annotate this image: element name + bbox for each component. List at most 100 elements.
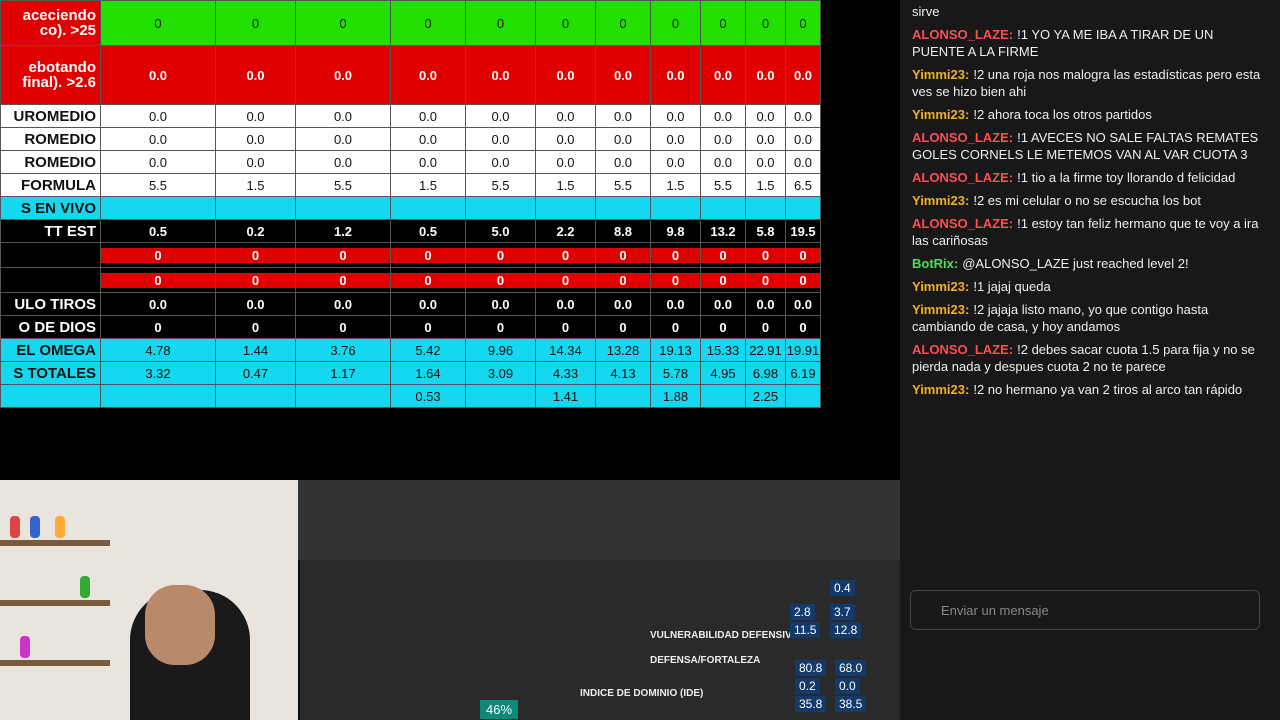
dashboard-value: 35.8 <box>795 696 827 712</box>
sheet-row: EL OMEGA 4.78 1.44 3.76 5.42 9.96 14.34 13.28 19… <box>0 338 821 362</box>
cell: 3.76 <box>295 338 391 362</box>
row-label: ebotando final). >2.6 <box>0 45 101 105</box>
shelf <box>0 660 110 666</box>
cell: 0 <box>650 315 701 339</box>
cell: 0.0 <box>465 104 536 128</box>
chat-message: sirve <box>900 0 1280 23</box>
cell: 15.33 <box>700 338 746 362</box>
cell: 0 <box>700 315 746 339</box>
webcam <box>0 480 298 720</box>
cell: 0.53 <box>390 384 466 408</box>
cell: 1.5 <box>650 173 701 197</box>
cell: 9.8 <box>650 219 701 243</box>
cell <box>465 384 536 408</box>
cell: 0.0 <box>100 150 216 174</box>
dashboard-label: INDICE DE DOMINIO (IDE) <box>580 688 704 699</box>
cell-value: 0 <box>596 272 650 288</box>
chat-text: !1 estoy tan feliz hermano que te voy a … <box>912 216 1259 248</box>
toy <box>30 516 40 538</box>
chat-user: ALONSO_LAZE: <box>912 216 1014 231</box>
chat-message: Yimmi23: !2 es mi celular o no se escucha… <box>900 189 1280 212</box>
sheet-row: ULO TIROS 0.0 0.0 0.0 0.0 0.0 0.0 0.0 0.0 0.0 0.0 0… <box>0 292 821 316</box>
sheet-row: ebotando final). >2.6 0.0 0.0 0.0 0.0 0.0 0.0 0… <box>0 45 821 105</box>
cell: 5.5 <box>595 173 651 197</box>
cell: 0.0 <box>390 45 466 105</box>
cell: 1.2 <box>295 219 391 243</box>
row-label <box>0 384 101 408</box>
sheet-row: S EN VIVO <box>0 196 821 220</box>
cell: 0.0 <box>745 150 786 174</box>
chat-text: !1 tio a la firme toy llorando d felicid… <box>1017 170 1236 185</box>
cell-value: 0 <box>391 272 465 288</box>
row-label: ULO TIROS <box>0 292 101 316</box>
row-label: ROMEDIO <box>0 150 101 174</box>
sheet-row: FORMULA 5.5 1.5 5.5 1.5 5.5 1.5 5.5 1.5 5.5 1.5 6.5 <box>0 173 821 197</box>
chat-message: ALONSO_LAZE: !1 estoy tan feliz hermano q… <box>900 212 1280 252</box>
cell: 0 <box>295 267 391 293</box>
cell: 19.5 <box>785 219 821 243</box>
cell: 0.0 <box>390 150 466 174</box>
cell: 0.2 <box>215 219 296 243</box>
cell: 0 <box>595 242 651 268</box>
row-label: EL OMEGA <box>0 338 101 362</box>
cell <box>745 196 786 220</box>
toy <box>80 576 90 598</box>
cell: 14.34 <box>535 338 596 362</box>
cell-value: 0 <box>786 272 820 288</box>
cell: 0.0 <box>535 292 596 316</box>
cell: 0 <box>745 0 786 46</box>
chat-input[interactable]: Enviar un mensaje <box>910 590 1260 630</box>
cell: 0.0 <box>785 292 821 316</box>
sheet-row: TT EST 0.5 0.2 1.2 0.5 5.0 2.2 8.8 9.8 13.2 5.8 19.… <box>0 219 821 243</box>
cell: 0 <box>785 242 821 268</box>
dashboard-value: 11.5 <box>790 622 821 638</box>
cell: 0.0 <box>700 45 746 105</box>
chat-text: !2 no hermano ya van 2 tiros al arco tan… <box>973 382 1243 397</box>
cell: 0.0 <box>215 104 296 128</box>
cell: 0 <box>700 267 746 293</box>
shelf <box>0 540 110 546</box>
cell-value: 0 <box>466 247 535 263</box>
row-label: FORMULA <box>0 173 101 197</box>
cell: 0 <box>745 242 786 268</box>
row-label: ROMEDIO <box>0 127 101 151</box>
cell <box>785 384 821 408</box>
sheet-row: O DE DIOS 0 0 0 0 0 0 0 0 0 0 0 <box>0 315 821 339</box>
dashboard-value: 80.8 <box>795 660 827 676</box>
cell: 2.25 <box>745 384 786 408</box>
cell: 0 <box>215 242 296 268</box>
cell: 1.44 <box>215 338 296 362</box>
cell: 0 <box>215 267 296 293</box>
sheet-row: S TOTALES 3.32 0.47 1.17 1.64 3.09 4.33 4.13 5.7… <box>0 361 821 385</box>
cell: 0.0 <box>535 104 596 128</box>
chat-user: Yimmi23: <box>912 382 970 397</box>
cell: 3.32 <box>100 361 216 385</box>
chat-text: !1 YO YA ME IBA A TIRAR DE UN PUENTE A L… <box>912 27 1214 59</box>
chat-message: BotRix: @ALONSO_LAZE just reached level 2… <box>900 252 1280 275</box>
cell: 1.88 <box>650 384 701 408</box>
cell: 4.95 <box>700 361 746 385</box>
cell: 0.0 <box>650 127 701 151</box>
chat-text: sirve <box>912 4 940 19</box>
chat-message: ALONSO_LAZE: !1 tio a la firme toy lloran… <box>900 166 1280 189</box>
cell: 0.0 <box>535 127 596 151</box>
cell: 0.0 <box>785 104 821 128</box>
cell-value: 0 <box>746 247 785 263</box>
cell: 6.98 <box>745 361 786 385</box>
toy <box>10 516 20 538</box>
dashboard-value: 3.7 <box>830 604 855 620</box>
cell: 0 <box>100 242 216 268</box>
cell: 4.13 <box>595 361 651 385</box>
cell <box>295 196 391 220</box>
cell: 0.0 <box>295 104 391 128</box>
cell: 0.0 <box>465 127 536 151</box>
cell: 1.5 <box>215 173 296 197</box>
cell: 4.78 <box>100 338 216 362</box>
sheet-row: VALOR 0 0 0 0 0 0 0 0 0 0 0 <box>0 267 821 293</box>
cell-value: 0 <box>216 272 295 288</box>
chat-text: !2 una roja nos malogra las estadísticas… <box>912 67 1261 99</box>
cell <box>465 196 536 220</box>
chat-message: ALONSO_LAZE: !1 YO YA ME IBA A TIRAR DE U… <box>900 23 1280 63</box>
cell: 0 <box>535 315 596 339</box>
dashboard-value: 68.0 <box>835 660 867 676</box>
